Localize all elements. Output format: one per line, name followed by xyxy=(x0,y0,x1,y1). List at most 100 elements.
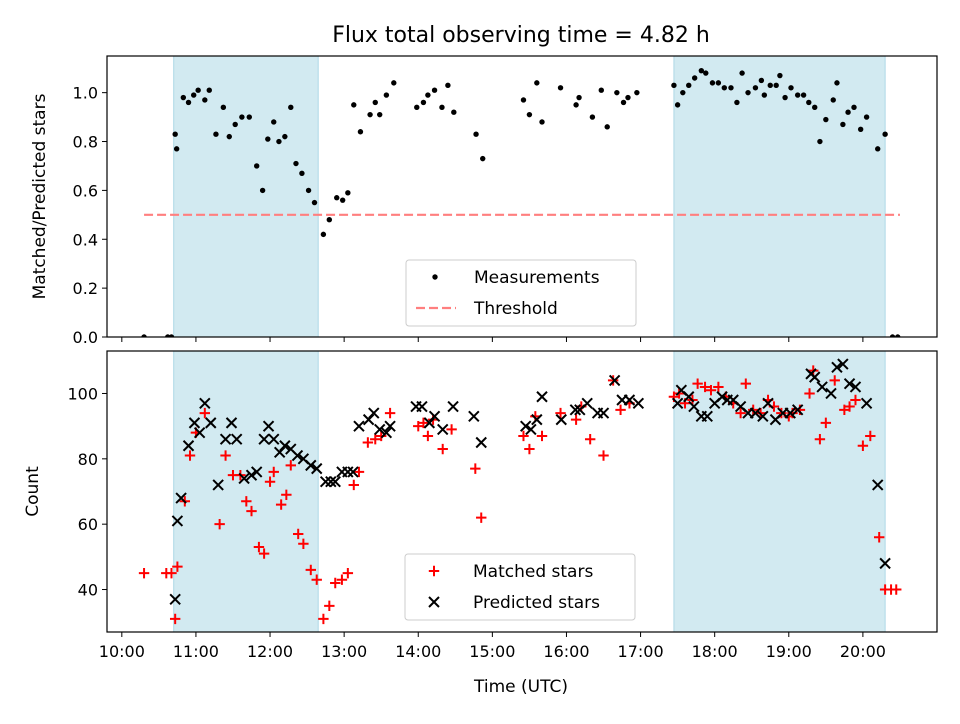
predicted-star-point xyxy=(683,391,695,403)
matched-star-point xyxy=(138,567,150,579)
series-predicted-stars xyxy=(169,358,891,606)
measurement-point xyxy=(259,187,266,194)
measurement-point xyxy=(598,87,604,93)
matched-star-point xyxy=(699,381,711,393)
matched-star-point xyxy=(362,437,374,448)
measurement-point xyxy=(573,102,579,108)
predicted-star-point xyxy=(597,407,610,419)
matched-star-point xyxy=(873,532,885,543)
top-y-tick-label: 0.4 xyxy=(73,230,98,249)
predicted-star-point xyxy=(843,377,856,390)
measurement-point xyxy=(357,129,364,135)
top-y-tick-label: 0.2 xyxy=(73,279,98,298)
top-axes-frame xyxy=(106,55,938,338)
predicted-star-point xyxy=(169,593,181,606)
predicted-star-point xyxy=(791,404,804,416)
measurement-point xyxy=(703,70,709,76)
predicted-star-point xyxy=(262,420,275,432)
predicted-star-point xyxy=(268,433,280,445)
matched-star-point xyxy=(184,450,196,461)
top-y-tick-label: 0.6 xyxy=(73,181,98,200)
top-shaded-interval xyxy=(173,56,319,337)
x-tick-label: 12:00 xyxy=(247,642,293,661)
measurement-point xyxy=(823,116,829,123)
series-measurements xyxy=(141,67,901,337)
measurement-point xyxy=(334,195,340,201)
measurement-point xyxy=(620,99,627,106)
predicted-star-point xyxy=(258,433,270,445)
top-panel: 0.0 0.2 0.4 0.6 0.8 1.0 Matched/Predicted star… xyxy=(30,55,938,347)
matched-star-point xyxy=(292,528,304,540)
measurement-point xyxy=(414,104,420,111)
bottom-y-tick-label: 60 xyxy=(78,515,98,534)
matched-star-point xyxy=(607,375,619,386)
predicted-star-point xyxy=(225,417,238,429)
measurement-point xyxy=(141,334,147,337)
measurement-point xyxy=(226,133,232,140)
matched-star-point xyxy=(740,378,752,389)
legend-marker-x xyxy=(428,596,440,608)
predicted-star-point xyxy=(347,466,359,478)
predicted-star-point xyxy=(291,449,304,462)
measurement-point xyxy=(451,109,457,115)
measurement-point xyxy=(367,111,373,118)
matched-star-point xyxy=(275,499,287,510)
measurement-point xyxy=(761,92,768,98)
matched-star-point xyxy=(298,538,309,549)
predicted-star-point xyxy=(475,436,487,449)
measurement-point xyxy=(206,87,212,93)
measurement-point xyxy=(173,146,180,152)
predicted-star-point xyxy=(171,515,184,527)
measurement-point xyxy=(383,92,390,98)
measurement-point xyxy=(299,170,305,176)
matched-star-point xyxy=(844,401,855,412)
predicted-star-point xyxy=(374,423,386,436)
measurement-point xyxy=(758,77,765,84)
measurement-point xyxy=(834,80,840,86)
matched-star-point xyxy=(422,430,434,442)
matched-star-point xyxy=(584,434,596,445)
predicted-star-point xyxy=(305,459,317,472)
measurement-point xyxy=(425,92,431,98)
legend-box xyxy=(404,553,636,621)
measurement-point xyxy=(520,97,527,103)
measurement-point xyxy=(445,82,451,89)
matched-star-point xyxy=(705,385,717,396)
bottom-panel: 40 60 80 100 10:00 11:00 12:00 13:00 14:00 15:00 1… xyxy=(23,350,938,661)
x-tick-label: 11:00 xyxy=(173,642,219,661)
legend-label: Measurements xyxy=(474,268,600,288)
measurement-point xyxy=(420,99,427,106)
predicted-star-point xyxy=(319,475,332,488)
top-shaded-interval xyxy=(673,56,886,337)
matched-star-point xyxy=(281,489,292,500)
measurement-point xyxy=(674,102,681,108)
measurement-point xyxy=(625,94,631,101)
x-tick-label: 17:00 xyxy=(618,642,664,661)
measurement-point xyxy=(812,104,818,111)
predicted-star-point xyxy=(879,557,891,570)
x-tick-label: 20:00 xyxy=(840,642,886,661)
measurement-point xyxy=(840,121,846,128)
measurement-point xyxy=(473,131,479,137)
measurement-point xyxy=(276,138,282,145)
top-legend: Measurements Threshold xyxy=(405,259,637,327)
predicted-star-point xyxy=(325,475,337,488)
measurement-point xyxy=(271,119,277,125)
predicted-star-point xyxy=(849,381,862,393)
predicted-star-point xyxy=(193,426,206,439)
predicted-star-point xyxy=(279,440,291,452)
predicted-star-point xyxy=(784,407,796,419)
top-plot-area xyxy=(141,56,901,337)
predicted-star-point xyxy=(519,420,532,432)
x-tick-label: 14:00 xyxy=(395,642,441,661)
measurement-point xyxy=(557,85,564,91)
matched-star-point xyxy=(418,417,429,429)
predicted-star-point xyxy=(581,397,593,409)
legend-label: Predicted stars xyxy=(473,593,600,613)
top-y-tick-label: 1.0 xyxy=(73,84,98,103)
predicted-star-point xyxy=(825,387,837,400)
measurement-point xyxy=(372,99,378,106)
measurement-point xyxy=(882,131,888,137)
measurement-point xyxy=(534,80,540,86)
predicted-star-point xyxy=(531,413,543,426)
